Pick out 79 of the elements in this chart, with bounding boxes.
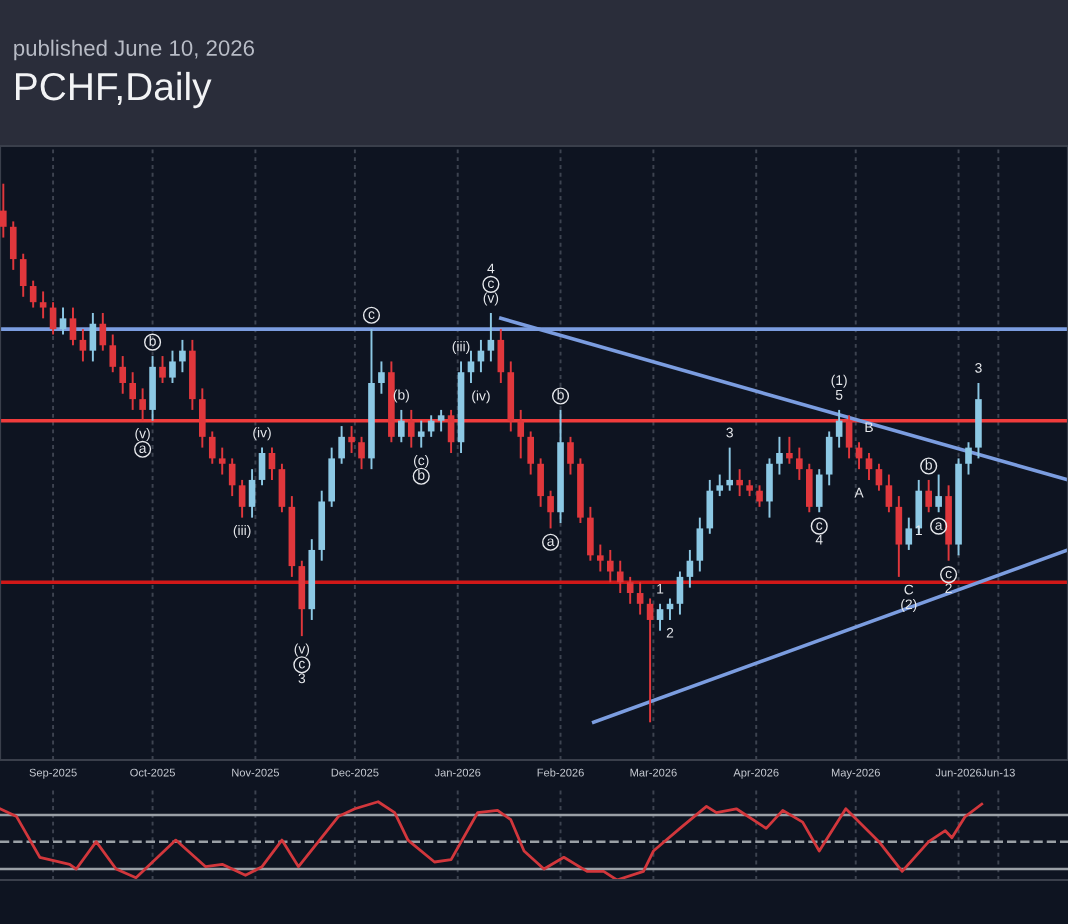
candlestick — [706, 478, 714, 535]
candlestick — [835, 408, 843, 449]
candlestick — [328, 446, 335, 508]
candlestick — [497, 328, 505, 384]
candlestick — [527, 430, 534, 476]
candlestick — [587, 505, 594, 562]
candlestick — [567, 435, 574, 476]
candlestick — [278, 462, 286, 514]
candlestick — [905, 516, 913, 551]
candlestick — [616, 559, 624, 595]
candlestick — [925, 478, 933, 514]
candlestick — [139, 387, 146, 422]
candlestick — [467, 349, 475, 384]
candlestick — [29, 279, 37, 309]
candlestick — [298, 559, 306, 638]
candlestick — [79, 328, 87, 363]
candlestick — [885, 473, 893, 514]
candlestick — [169, 349, 176, 384]
candlestick — [537, 457, 544, 508]
candlestick — [378, 360, 385, 395]
candlestick — [825, 430, 833, 487]
candlestick — [129, 371, 136, 411]
candlestick — [447, 408, 455, 454]
candlestick — [656, 602, 664, 632]
candlestick — [268, 446, 276, 481]
candlestick — [726, 446, 734, 492]
candlestick — [965, 441, 972, 476]
candlestick — [716, 473, 724, 498]
candlestick — [626, 575, 634, 605]
candlestick — [199, 387, 206, 449]
candlestick — [636, 581, 644, 616]
candlestick — [218, 446, 226, 476]
candlestick — [398, 408, 405, 444]
candlestick — [696, 516, 704, 573]
candlestick — [815, 468, 823, 514]
candlestick — [895, 495, 903, 578]
candlestick — [597, 543, 604, 573]
chart-title: PCHF,Daily — [16, 71, 212, 109]
candlestick — [736, 468, 743, 498]
candlestick — [686, 548, 694, 589]
candlestick — [238, 478, 246, 519]
candlestick — [208, 430, 216, 465]
candlestick — [786, 435, 793, 465]
candlestick — [796, 446, 803, 481]
candlestick — [766, 457, 773, 519]
candlestick — [338, 425, 345, 465]
candlestick — [89, 311, 97, 363]
candlestick — [776, 435, 783, 476]
candlestick — [935, 473, 942, 514]
candlestick — [646, 597, 654, 724]
candlestick — [119, 355, 127, 395]
candlestick — [547, 489, 554, 530]
candlestick — [9, 220, 17, 271]
candlestick — [109, 333, 117, 374]
candlestick — [845, 414, 853, 460]
candlestick — [19, 252, 27, 298]
candlestick — [437, 408, 445, 433]
candlestick — [606, 548, 614, 584]
candlestick — [39, 290, 47, 320]
candlestick — [756, 484, 763, 508]
candlestick — [407, 408, 415, 449]
candlestick — [417, 419, 425, 449]
candlestick — [875, 462, 883, 492]
candlestick — [258, 446, 266, 487]
candlestick — [358, 435, 365, 471]
candlestick — [69, 306, 77, 347]
candlestick — [0, 182, 7, 239]
candlestick — [348, 425, 355, 454]
candlestick — [865, 452, 873, 481]
candlestick — [248, 468, 256, 519]
candlestick — [149, 355, 156, 422]
chart-subtitle: published June 10, 2026 — [14, 39, 255, 61]
candlestick — [676, 570, 684, 616]
candlestick — [517, 408, 525, 460]
candlestick — [59, 306, 67, 336]
candlestick — [487, 311, 495, 363]
candlestick — [159, 355, 166, 384]
candlestick — [805, 462, 813, 514]
candlestick — [179, 338, 186, 374]
